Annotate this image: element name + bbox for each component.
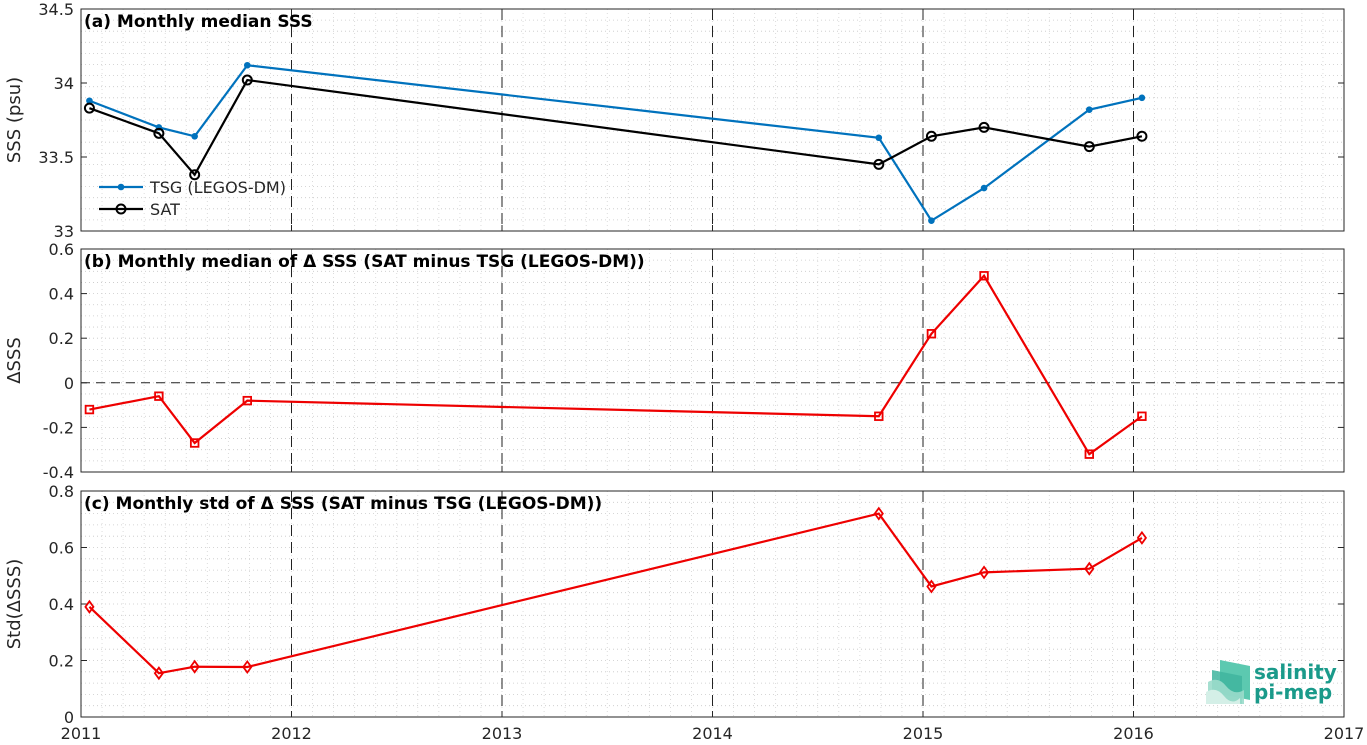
data-point — [1136, 530, 1148, 545]
data-point — [1084, 561, 1095, 576]
data-point — [978, 565, 990, 580]
y-tick-label: 0.6 — [49, 539, 74, 558]
data-point — [84, 599, 95, 614]
data-point — [189, 438, 200, 448]
data-point — [1085, 106, 1093, 113]
series-sat — [83, 74, 1148, 181]
data-point — [83, 102, 95, 114]
data-point — [242, 659, 253, 675]
x-tick-label: 2015 — [903, 724, 944, 743]
data-point — [1137, 411, 1147, 421]
data-point — [979, 271, 989, 281]
y-axis-label: ΔSSS — [4, 337, 25, 384]
panel-title: (c) Monthly std of Δ SSS (SAT minus TSG … — [84, 494, 602, 514]
data-point — [153, 666, 164, 681]
data-point — [189, 169, 201, 181]
data-point — [926, 579, 937, 594]
data-point — [978, 121, 990, 133]
x-tick-label: 2017 — [1324, 724, 1365, 743]
series-line-0 — [84, 271, 1147, 459]
data-point — [86, 97, 93, 105]
data-point — [1084, 449, 1094, 459]
data-point — [926, 329, 937, 339]
series-line — [89, 273, 1143, 456]
x-tick-label: 2011 — [61, 724, 102, 743]
series-line — [89, 78, 1143, 177]
legend-marker — [115, 203, 127, 215]
y-tick-label: 33.5 — [38, 148, 74, 167]
logo-line1: salinity — [1254, 660, 1337, 684]
x-tick-label: 2013 — [482, 724, 523, 743]
data-point — [1138, 94, 1146, 102]
y-tick-label: -0.2 — [43, 418, 74, 437]
data-point — [242, 395, 252, 406]
data-point — [874, 411, 884, 421]
y-tick-label: 0.4 — [49, 595, 74, 614]
y-tick-label: 34.5 — [38, 0, 74, 19]
y-tick-label: 0 — [64, 374, 74, 393]
data-point — [875, 134, 883, 142]
data-point — [1136, 130, 1148, 142]
data-point — [243, 61, 251, 69]
logo-mark — [1206, 660, 1250, 704]
legend-marker — [117, 183, 125, 191]
legend-label: TSG (LEGOS-DM) — [149, 178, 286, 197]
x-tick-label: 2012 — [271, 724, 312, 743]
x-tick-label: 2016 — [1113, 724, 1154, 743]
data-point — [928, 217, 935, 224]
legend-label: SAT — [150, 200, 180, 219]
data-point — [189, 659, 200, 674]
y-tick-label: 0.2 — [49, 329, 74, 348]
y-tick-label: 0.4 — [49, 285, 74, 304]
data-point — [873, 506, 884, 521]
data-point — [1083, 141, 1095, 153]
panel-c: 0 0.2 0.4 0.6 0.8 2011 2012 2013 2014 2015 2016 201… — [4, 482, 1364, 743]
y-tick-label: 34 — [54, 74, 74, 93]
data-point — [873, 158, 885, 170]
data-point — [154, 391, 164, 401]
series-line — [88, 512, 1143, 675]
panel-title: (a) Monthly median SSS — [84, 12, 313, 32]
logo: salinity pi-mep — [1206, 660, 1337, 704]
logo-line2: pi-mep — [1254, 680, 1332, 704]
data-point — [191, 132, 198, 140]
series-line — [89, 64, 1143, 223]
series-tsg-legos-dm — [86, 61, 1146, 224]
y-tick-label: 0.2 — [49, 652, 74, 671]
panel-b: -0.4 -0.2 0 0.2 0.4 0.6 ΔSSS (b) Monthly median… — [4, 240, 1345, 482]
y-axis-label: SSS (psu) — [4, 77, 25, 163]
data-point — [84, 404, 95, 415]
y-tick-label: 0.8 — [49, 482, 74, 501]
data-point — [925, 130, 937, 142]
y-tick-label: 0.6 — [49, 240, 74, 259]
series-line-0 — [84, 506, 1148, 681]
x-tick-label: 2014 — [692, 724, 733, 743]
y-tick-label: 0 — [64, 708, 74, 727]
panel-a: 33 33.5 34 34.5 SSS (psu) (a) Monthly median … — [4, 0, 1345, 241]
y-tick-label: -0.4 — [43, 463, 74, 482]
data-point — [980, 184, 988, 192]
y-axis-label: Std(ΔSSS) — [4, 559, 25, 650]
legend: TSG (LEGOS-DM) SAT — [99, 178, 286, 219]
panel-title: (b) Monthly median of Δ SSS (SAT minus T… — [84, 252, 645, 272]
data-point — [241, 74, 253, 86]
data-point — [153, 127, 165, 139]
y-tick-label: 33 — [54, 222, 74, 241]
